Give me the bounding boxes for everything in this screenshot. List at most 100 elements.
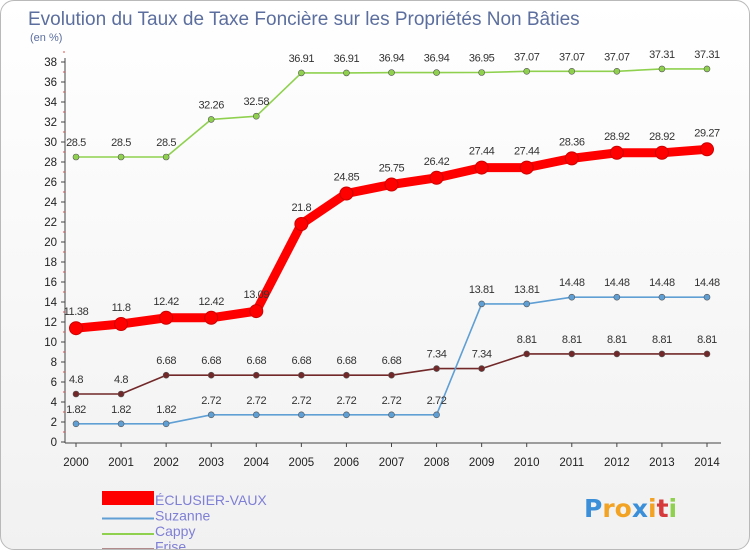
data-label-cappy: 32.58 bbox=[244, 96, 270, 108]
data-point-frise[interactable] bbox=[478, 365, 485, 372]
x-tick-label: 2007 bbox=[379, 457, 405, 469]
data-point-cappy[interactable] bbox=[613, 68, 621, 75]
data-point-frise[interactable] bbox=[433, 365, 440, 372]
data-point-suzanne[interactable] bbox=[162, 420, 170, 428]
x-tick-label: 2008 bbox=[424, 457, 450, 469]
data-point-cappy[interactable] bbox=[433, 69, 440, 76]
data-point-frise[interactable] bbox=[117, 390, 125, 398]
data-point-clusier-vaux[interactable] bbox=[654, 145, 669, 160]
data-point-suzanne[interactable] bbox=[72, 420, 80, 428]
legend-label[interactable]: Frise bbox=[155, 539, 186, 550]
data-point-suzanne[interactable] bbox=[298, 411, 305, 419]
y-tick-label: 10 bbox=[44, 337, 57, 349]
data-label-clusier-vaux: 13.09 bbox=[244, 289, 270, 301]
data-label-suzanne: 14.48 bbox=[559, 277, 585, 289]
data-point-cappy[interactable] bbox=[72, 153, 80, 161]
data-point-frise[interactable] bbox=[343, 371, 350, 379]
x-tick-label: 2013 bbox=[649, 457, 675, 469]
data-point-clusier-vaux[interactable] bbox=[114, 317, 129, 331]
data-label-clusier-vaux: 27.44 bbox=[469, 146, 495, 158]
data-label-frise: 6.68 bbox=[382, 355, 402, 367]
data-point-suzanne[interactable] bbox=[117, 420, 125, 428]
data-point-frise[interactable] bbox=[162, 371, 170, 379]
data-point-clusier-vaux[interactable] bbox=[564, 151, 579, 166]
data-point-cappy[interactable] bbox=[117, 153, 125, 161]
data-point-suzanne[interactable] bbox=[658, 293, 666, 301]
data-point-suzanne[interactable] bbox=[207, 411, 215, 419]
data-point-suzanne[interactable] bbox=[252, 411, 260, 419]
data-point-suzanne[interactable] bbox=[568, 293, 576, 301]
legend-label[interactable]: Cappy bbox=[155, 523, 195, 539]
data-label-frise: 8.81 bbox=[652, 334, 672, 346]
data-label-clusier-vaux: 28.36 bbox=[559, 136, 585, 148]
data-point-frise[interactable] bbox=[298, 371, 305, 379]
y-tick-label: 2 bbox=[51, 417, 57, 429]
legend-label[interactable]: ÉCLUSIER-VAUX bbox=[155, 492, 267, 508]
data-point-frise[interactable] bbox=[523, 350, 531, 358]
y-tick-label: 38 bbox=[44, 57, 57, 69]
data-point-clusier-vaux[interactable] bbox=[700, 142, 714, 157]
data-point-cappy[interactable] bbox=[343, 69, 350, 77]
data-point-cappy[interactable] bbox=[478, 69, 485, 76]
data-point-clusier-vaux[interactable] bbox=[159, 310, 174, 325]
data-point-cappy[interactable] bbox=[298, 69, 305, 77]
data-label-cappy: 37.07 bbox=[559, 51, 585, 63]
data-label-suzanne: 1.82 bbox=[156, 404, 176, 416]
data-point-clusier-vaux[interactable] bbox=[609, 145, 624, 160]
data-labels: 28.5 28.5 28.5 32.26 32.58 36.91 36.91 36.94 36.… bbox=[64, 49, 721, 416]
data-point-suzanne[interactable] bbox=[433, 411, 440, 419]
data-point-frise[interactable] bbox=[207, 371, 215, 379]
data-point-cappy[interactable] bbox=[523, 68, 531, 75]
data-label-suzanne: 14.48 bbox=[649, 277, 675, 289]
data-label-frise: 6.68 bbox=[337, 355, 357, 367]
data-label-frise: 6.68 bbox=[291, 355, 311, 367]
data-label-cappy: 36.91 bbox=[289, 53, 315, 65]
data-point-frise[interactable] bbox=[388, 371, 395, 379]
data-point-cappy[interactable] bbox=[207, 116, 215, 123]
data-label-cappy: 36.94 bbox=[424, 53, 450, 65]
data-point-suzanne[interactable] bbox=[388, 411, 395, 419]
data-label-frise: 6.68 bbox=[246, 355, 266, 367]
data-point-cappy[interactable] bbox=[162, 153, 170, 161]
data-point-suzanne[interactable] bbox=[523, 300, 531, 308]
data-label-cappy: 37.31 bbox=[649, 49, 675, 61]
data-point-clusier-vaux[interactable] bbox=[474, 160, 489, 175]
x-tick-label: 2012 bbox=[604, 457, 630, 469]
data-point-suzanne[interactable] bbox=[703, 293, 711, 301]
data-point-suzanne[interactable] bbox=[613, 293, 621, 301]
data-point-clusier-vaux[interactable] bbox=[249, 304, 264, 319]
data-point-clusier-vaux[interactable] bbox=[204, 310, 219, 325]
data-point-frise[interactable] bbox=[613, 350, 621, 358]
x-tick-label: 2005 bbox=[289, 457, 315, 469]
data-label-clusier-vaux: 28.92 bbox=[649, 131, 675, 143]
data-label-frise: 7.34 bbox=[427, 349, 447, 361]
data-point-suzanne[interactable] bbox=[343, 411, 350, 419]
data-label-suzanne: 1.82 bbox=[66, 404, 86, 416]
legend-label[interactable]: Suzanne bbox=[155, 508, 210, 524]
data-point-frise[interactable] bbox=[703, 350, 711, 358]
data-point-frise[interactable] bbox=[252, 371, 260, 379]
data-label-frise: 4.8 bbox=[114, 374, 128, 386]
data-point-frise[interactable] bbox=[568, 350, 576, 358]
data-point-clusier-vaux[interactable] bbox=[294, 217, 309, 231]
data-label-frise: 8.81 bbox=[697, 334, 717, 346]
data-point-clusier-vaux[interactable] bbox=[69, 321, 83, 336]
data-label-cappy: 37.07 bbox=[604, 51, 630, 63]
logo-letter: i bbox=[648, 494, 657, 523]
data-label-frise: 8.81 bbox=[562, 334, 582, 346]
data-point-cappy[interactable] bbox=[388, 69, 395, 76]
data-point-cappy[interactable] bbox=[703, 65, 711, 73]
data-point-frise[interactable] bbox=[72, 390, 80, 398]
data-point-cappy[interactable] bbox=[568, 68, 576, 75]
data-point-clusier-vaux[interactable] bbox=[429, 170, 444, 185]
data-point-frise[interactable] bbox=[658, 350, 666, 358]
data-point-clusier-vaux[interactable] bbox=[519, 160, 534, 175]
data-point-suzanne[interactable] bbox=[478, 300, 485, 308]
data-point-cappy[interactable] bbox=[658, 65, 666, 73]
data-point-clusier-vaux[interactable] bbox=[339, 186, 354, 201]
data-point-cappy[interactable] bbox=[252, 112, 260, 120]
data-point-clusier-vaux[interactable] bbox=[384, 177, 399, 192]
data-label-cappy: 32.26 bbox=[198, 99, 224, 111]
